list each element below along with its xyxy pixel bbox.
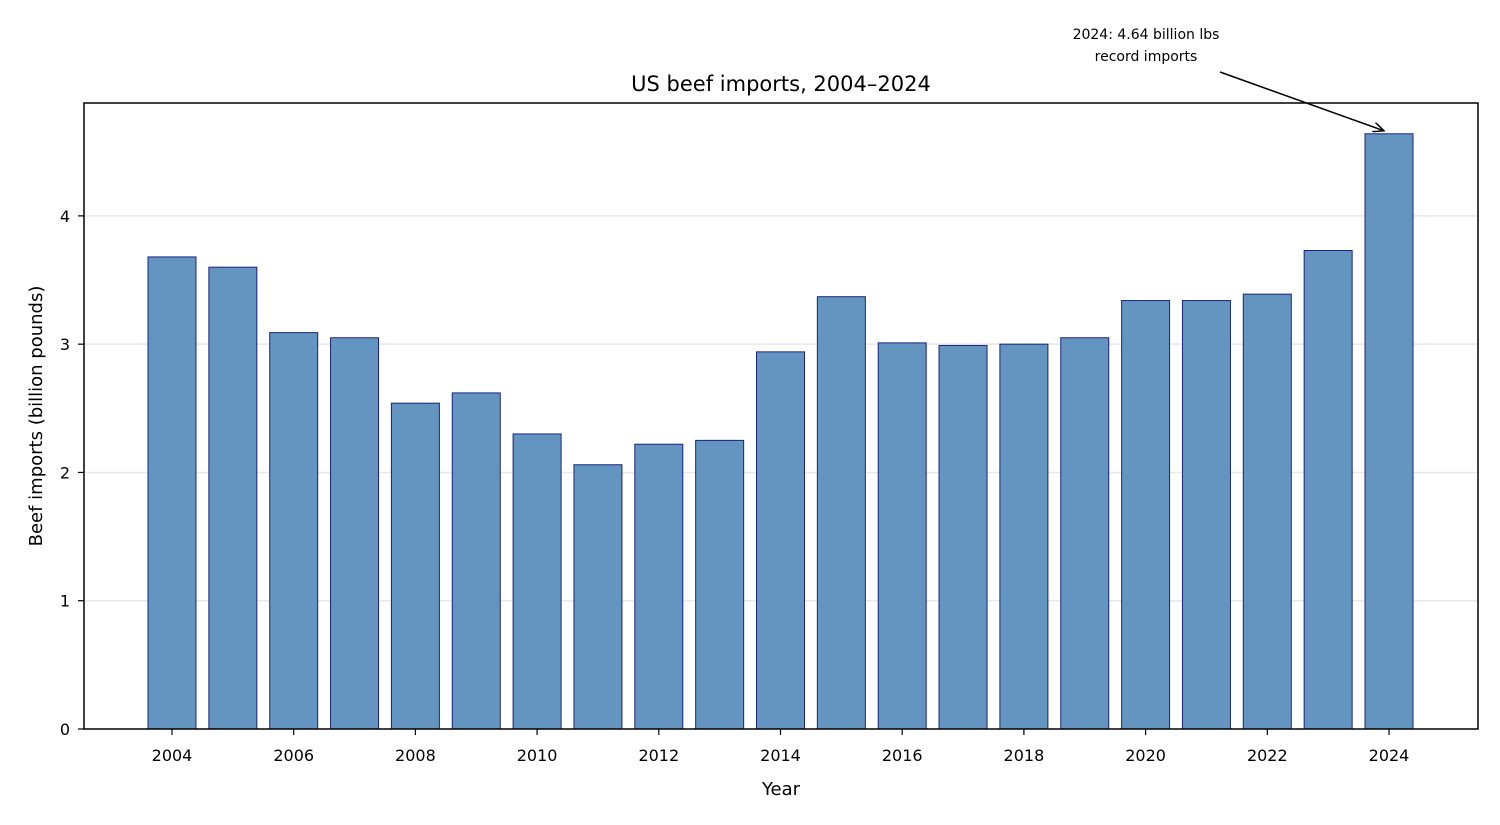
- bar-2006: [269, 332, 319, 730]
- x-tick-label: 2006: [273, 746, 314, 765]
- annotation-line-2: record imports: [1095, 49, 1198, 65]
- chart-title: US beef imports, 2004–2024: [631, 72, 931, 96]
- bar-2017: [938, 344, 988, 730]
- y-tick-label: 3: [60, 335, 70, 354]
- x-tick-label: 2012: [638, 746, 679, 765]
- bar-2009: [451, 392, 501, 730]
- y-axis-ticks: 0 1 2 3 4: [60, 207, 84, 739]
- bar-2013: [695, 439, 745, 730]
- bar-2012: [634, 443, 684, 730]
- bar-2015: [816, 296, 866, 730]
- bar-2023: [1303, 250, 1353, 730]
- x-axis-ticks: 2004 2006 2008 2010 2012 2014 2016 2018 2020 2022…: [152, 729, 1410, 765]
- y-tick-label: 1: [60, 592, 70, 611]
- x-tick-label: 2004: [152, 746, 193, 765]
- bar-2014: [756, 351, 805, 730]
- x-tick-label: 2020: [1125, 746, 1166, 765]
- bar-2019: [1060, 337, 1110, 730]
- annotation-arrow: [1219, 71, 1384, 131]
- bar-2007: [330, 337, 380, 730]
- y-tick-label: 2: [60, 463, 70, 482]
- annotation-line-1: 2024: 4.64 billion lbs: [1073, 27, 1220, 43]
- x-tick-label: 2016: [882, 746, 923, 765]
- y-tick-label: 4: [60, 207, 70, 226]
- bar-2004: [147, 256, 197, 730]
- y-axis-label: Beef imports (billion pounds): [26, 286, 47, 547]
- x-axis-label: Year: [761, 779, 801, 800]
- bar-2018: [999, 343, 1049, 730]
- bar-2020: [1121, 300, 1171, 730]
- x-tick-label: 2014: [760, 746, 801, 765]
- bar-2010: [512, 433, 562, 730]
- bar-2022: [1242, 293, 1292, 730]
- x-tick-label: 2010: [517, 746, 558, 765]
- x-tick-label: 2022: [1247, 746, 1288, 765]
- bar-2008: [390, 402, 440, 730]
- x-tick-label: 2024: [1369, 746, 1410, 765]
- bar-2005: [208, 266, 258, 730]
- bar-2016: [877, 342, 927, 730]
- y-tick-label: 0: [60, 720, 70, 739]
- annotation: 2024: 4.64 billion lbs record imports: [1073, 27, 1384, 131]
- bars: [147, 133, 1414, 730]
- x-tick-label: 2008: [395, 746, 436, 765]
- bar-2021: [1181, 300, 1231, 730]
- bar-2011: [573, 464, 623, 730]
- x-tick-label: 2018: [1004, 746, 1045, 765]
- bar-2024: [1364, 133, 1414, 730]
